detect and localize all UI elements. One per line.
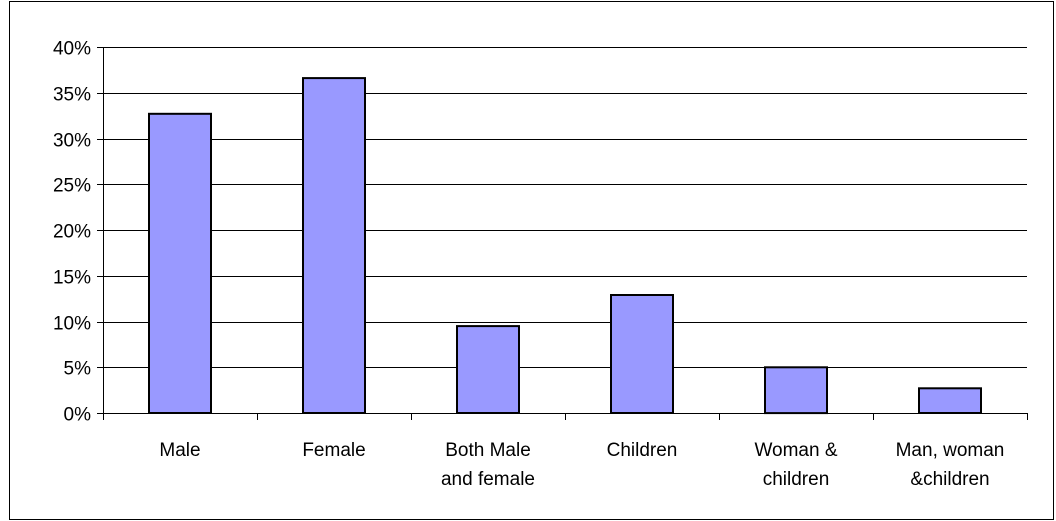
y-tick-label: 5% [64,359,92,380]
bar [302,77,366,414]
x-tick-label: Children [607,440,678,461]
bar [148,112,212,415]
y-tick-label: 10% [53,314,91,335]
bar [456,325,520,415]
bars [148,77,982,415]
x-tick-labels: Male Female Both Male and female Children Wom… [159,440,1004,490]
y-tick-label: 0% [64,405,92,426]
x-tick-label: Both Male and female [441,440,535,490]
y-tick-label: 30% [53,131,91,152]
bar [918,387,982,414]
axes [97,47,1028,420]
x-tick-label: Female [302,440,365,461]
y-tick-label: 15% [53,268,91,289]
x-tick-label: Man, woman &children [896,440,1005,490]
y-tick-label: 40% [53,39,91,60]
bar [764,366,828,415]
gridlines [103,47,1027,368]
y-tick-label: 25% [53,176,91,197]
y-tick-label: 20% [53,222,91,243]
x-tick-label: Male [159,440,200,461]
y-tick-label: 35% [53,85,91,106]
y-tick-labels: 0% 5% 10% 15% 20% 25% 30% 35% 40% [53,39,91,426]
bar [610,294,674,414]
x-tick-label: Woman & children [754,440,837,490]
